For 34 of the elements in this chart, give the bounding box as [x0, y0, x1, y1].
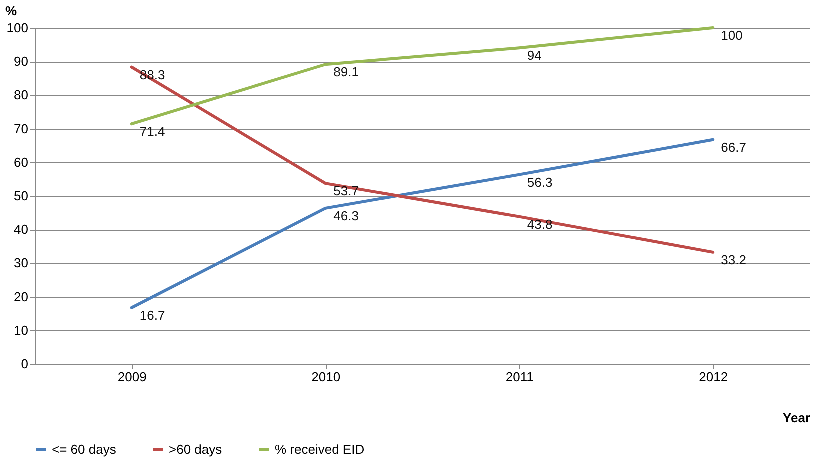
data-label: 16.7 [140, 308, 166, 323]
y-tick-label: 90 [14, 54, 28, 70]
y-tick-label: 50 [14, 188, 28, 204]
y-tick-label: 60 [14, 154, 28, 170]
line-series [130, 26, 715, 126]
data-label: 100 [721, 28, 743, 43]
data-label: 56.3 [527, 174, 553, 190]
data-label: 71.4 [140, 124, 166, 140]
data-label: 94 [527, 48, 542, 64]
data-label: 33.2 [721, 252, 746, 268]
line-series [130, 138, 715, 310]
line-series [130, 66, 715, 254]
data-label: 66.7 [721, 140, 746, 155]
y-tick-label: 0 [21, 356, 28, 372]
x-tick-label: 2009 [118, 370, 147, 384]
data-label: 53.7 [334, 184, 359, 199]
y-tick-label: 20 [14, 289, 28, 304]
y-tick-label: 80 [14, 88, 28, 103]
x-axis-title: Year [783, 410, 810, 426]
y-tick-label: 10 [14, 322, 28, 338]
x-tick-label: 2010 [312, 370, 341, 384]
y-tick-label: 70 [14, 121, 28, 136]
legend-label: >60 days [169, 442, 223, 457]
legend-label: <= 60 days [52, 442, 117, 457]
x-tick-label: 2011 [506, 370, 534, 384]
x-tick-label: 2012 [699, 370, 728, 384]
y-tick-label: 30 [14, 256, 28, 271]
data-label: 43.8 [527, 216, 553, 232]
y-tick-label: 40 [14, 222, 28, 238]
y-tick-label: 100 [6, 20, 28, 36]
data-label: 46.3 [334, 208, 359, 224]
legend-label: % received EID [275, 442, 365, 457]
data-label: 89.1 [334, 64, 359, 80]
y-axis-title: % [6, 4, 18, 18]
